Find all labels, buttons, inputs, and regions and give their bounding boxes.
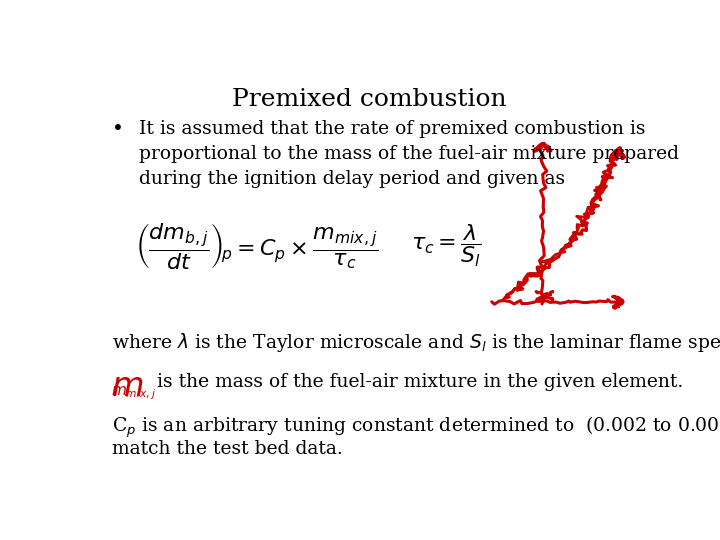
Text: It is assumed that the rate of premixed combustion is: It is assumed that the rate of premixed … (139, 120, 646, 138)
Text: proportional to the mass of the fuel-air mixture prepared: proportional to the mass of the fuel-air… (139, 145, 679, 163)
Text: $\mathit{m}$: $\mathit{m}$ (111, 370, 143, 403)
Text: •: • (112, 120, 124, 139)
Text: is the mass of the fuel-air mixture in the given element.: is the mass of the fuel-air mixture in t… (151, 373, 683, 392)
Text: $\tau_c = \dfrac{\lambda}{S_l}$: $\tau_c = \dfrac{\lambda}{S_l}$ (411, 222, 482, 269)
Text: $\mathit{m}_{mix,j}$: $\mathit{m}_{mix,j}$ (111, 384, 156, 402)
Text: during the ignition delay period and given as: during the ignition delay period and giv… (139, 170, 565, 187)
Text: match the test bed data.: match the test bed data. (112, 440, 343, 458)
Text: where $\it{\lambda}$ is the Taylor microscale and $\it{S_l}$ is the laminar flam: where $\it{\lambda}$ is the Taylor micro… (112, 331, 720, 354)
Text: Premixed combustion: Premixed combustion (232, 87, 506, 111)
Text: C$_p$ is an arbitrary tuning constant determined to  (0.002 to 0.005) to: C$_p$ is an arbitrary tuning constant de… (112, 414, 720, 440)
Text: $\left(\dfrac{dm_{b,j}}{dt}\right)_{\!p} = C_p \times \dfrac{m_{mix,j}}{\tau_c}$: $\left(\dfrac{dm_{b,j}}{dt}\right)_{\!p}… (135, 221, 378, 271)
